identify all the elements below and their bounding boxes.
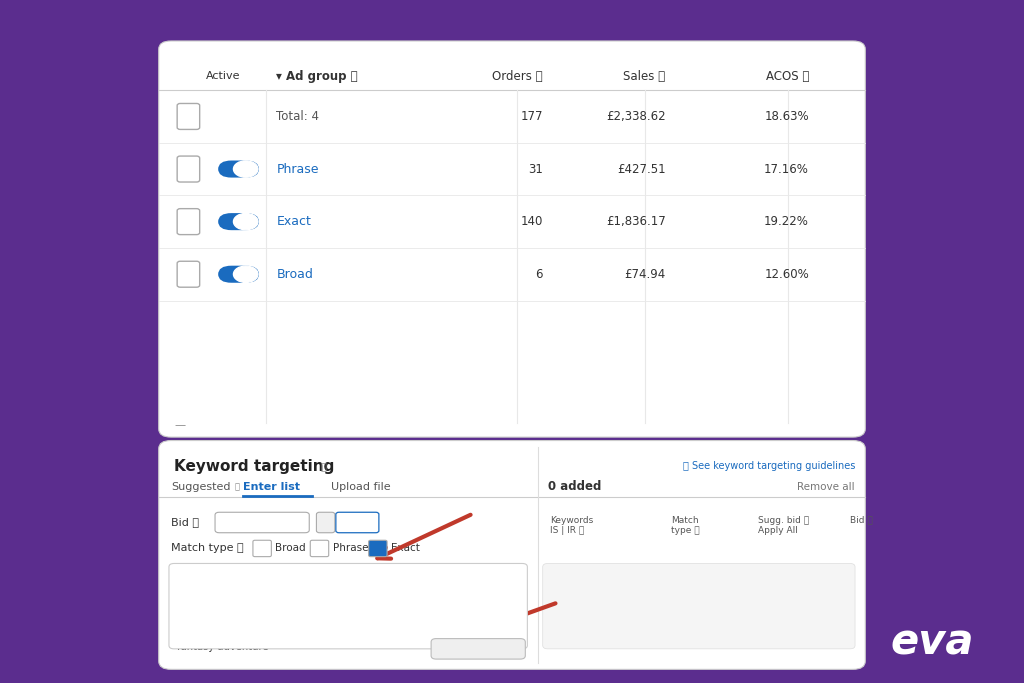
Text: Custom bid: Custom bid <box>221 518 281 527</box>
Text: Broad: Broad <box>275 544 306 553</box>
FancyBboxPatch shape <box>218 266 259 283</box>
Text: 0.63: 0.63 <box>346 518 369 527</box>
Text: 17.16%: 17.16% <box>764 163 809 176</box>
Text: prehistorical fantasy: prehistorical fantasy <box>177 628 280 638</box>
Text: £74.94: £74.94 <box>625 268 666 281</box>
Text: Exact: Exact <box>276 215 311 228</box>
Circle shape <box>233 266 258 283</box>
Text: historical fantasy fiction: historical fantasy fiction <box>177 598 298 609</box>
Text: £1,836.17: £1,836.17 <box>606 215 666 228</box>
FancyBboxPatch shape <box>253 540 271 557</box>
Text: Orders ⓘ: Orders ⓘ <box>493 70 543 83</box>
Text: —: — <box>174 420 185 430</box>
Text: ⓘ: ⓘ <box>321 462 327 471</box>
Text: 31: 31 <box>527 163 543 176</box>
Circle shape <box>233 213 258 229</box>
FancyBboxPatch shape <box>218 213 259 230</box>
Text: Keyword targeting: Keyword targeting <box>174 459 335 474</box>
Text: ▾ Ad group ⓘ: ▾ Ad group ⓘ <box>276 70 358 83</box>
Text: Sales ⓘ: Sales ⓘ <box>624 70 666 83</box>
FancyBboxPatch shape <box>169 563 527 649</box>
Text: Bid ⓘ: Bid ⓘ <box>850 516 872 525</box>
Text: Phrase: Phrase <box>333 544 369 553</box>
Circle shape <box>233 161 258 178</box>
FancyBboxPatch shape <box>159 441 865 669</box>
Text: Sugg. bid ⓘ
Apply All: Sugg. bid ⓘ Apply All <box>758 516 809 535</box>
Text: ⓘ: ⓘ <box>234 482 240 492</box>
Text: 12.60%: 12.60% <box>764 268 809 281</box>
Text: $: $ <box>323 518 329 527</box>
Text: 18.63%: 18.63% <box>764 110 809 123</box>
Text: Exact: Exact <box>391 544 420 553</box>
FancyBboxPatch shape <box>316 512 335 533</box>
Text: ACOS ⓘ: ACOS ⓘ <box>766 70 809 83</box>
FancyBboxPatch shape <box>543 563 855 649</box>
Text: 6: 6 <box>536 268 543 281</box>
Text: 177: 177 <box>520 110 543 123</box>
Text: ▾: ▾ <box>302 518 307 527</box>
Text: ✓: ✓ <box>374 544 382 553</box>
Text: historical fantasy romance: historical fantasy romance <box>177 613 310 623</box>
Text: fantasy adventure: fantasy adventure <box>177 642 268 652</box>
FancyBboxPatch shape <box>369 540 387 557</box>
Text: Remove all: Remove all <box>798 482 855 492</box>
Text: Match type ⓘ: Match type ⓘ <box>171 544 244 553</box>
FancyBboxPatch shape <box>177 104 200 130</box>
Text: 0 added: 0 added <box>548 480 601 494</box>
Text: Active: Active <box>206 72 241 81</box>
Text: historical fantasy: historical fantasy <box>177 569 263 579</box>
Text: historical fantasy best sellers: historical fantasy best sellers <box>177 583 324 594</box>
Text: £2,338.62: £2,338.62 <box>606 110 666 123</box>
Text: Keywords
IS | IR ⓘ: Keywords IS | IR ⓘ <box>550 516 593 535</box>
Text: Add keywords: Add keywords <box>441 644 515 654</box>
Text: Suggested: Suggested <box>171 482 230 492</box>
FancyBboxPatch shape <box>159 41 865 437</box>
FancyBboxPatch shape <box>310 540 329 557</box>
Text: 140: 140 <box>520 215 543 228</box>
FancyBboxPatch shape <box>431 639 525 659</box>
Text: Bid ⓘ: Bid ⓘ <box>171 518 199 527</box>
FancyBboxPatch shape <box>215 512 309 533</box>
Text: Total: 4: Total: 4 <box>276 110 319 123</box>
Text: Match
type ⓘ: Match type ⓘ <box>671 516 699 535</box>
Text: eva: eva <box>890 621 974 663</box>
Text: Phrase: Phrase <box>276 163 319 176</box>
Text: Enter list: Enter list <box>243 482 300 492</box>
Text: ⓘ See keyword targeting guidelines: ⓘ See keyword targeting guidelines <box>683 462 855 471</box>
FancyBboxPatch shape <box>218 161 259 178</box>
Text: Upload file: Upload file <box>331 482 390 492</box>
FancyBboxPatch shape <box>336 512 379 533</box>
Text: £427.51: £427.51 <box>617 163 666 176</box>
FancyBboxPatch shape <box>177 156 200 182</box>
Text: Broad: Broad <box>276 268 313 281</box>
Text: 19.22%: 19.22% <box>764 215 809 228</box>
FancyBboxPatch shape <box>177 261 200 287</box>
FancyBboxPatch shape <box>177 209 200 235</box>
